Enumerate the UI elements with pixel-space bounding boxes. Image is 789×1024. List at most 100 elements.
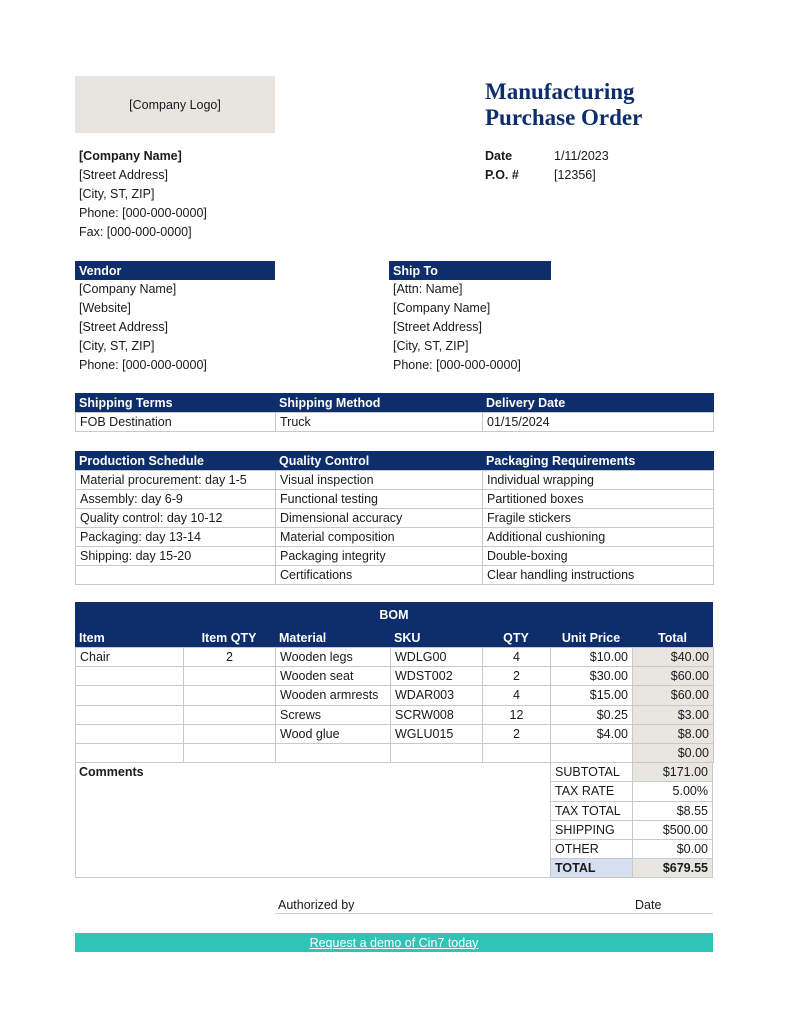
table-cell: Double-boxing [482, 546, 714, 566]
bom-cell [75, 723, 184, 744]
company-line: Phone: [000-000-0000] [79, 206, 207, 220]
total-label: SUBTOTAL [550, 762, 633, 783]
address-line: Phone: [000-000-0000] [393, 358, 521, 372]
bom-cell: $10.00 [550, 647, 633, 668]
bom-cell: $4.00 [550, 723, 633, 744]
bom-cell: WDLG00 [390, 647, 483, 668]
bom-cell: $30.00 [550, 666, 633, 687]
address-line: [Street Address] [79, 320, 168, 334]
address-line: [City, ST, ZIP] [79, 339, 155, 353]
bom-cell: 4 [482, 685, 551, 706]
bom-cell [75, 685, 184, 706]
table-cell: Assembly: day 6-9 [75, 489, 276, 509]
bom-header: Unit Price [550, 628, 632, 647]
table-cell: Visual inspection [275, 470, 483, 490]
total-label: OTHER [550, 839, 633, 860]
table-cell: FOB Destination [75, 412, 276, 432]
bom-cell [75, 743, 184, 764]
address-line: [Street Address] [393, 320, 482, 334]
comments-label: Comments [79, 765, 144, 780]
meta-value: 1/11/2023 [554, 149, 609, 163]
bom-cell: $8.00 [632, 723, 714, 744]
company-line: [Company Name] [79, 149, 182, 163]
company-line: Fax: [000-000-0000] [79, 225, 192, 239]
bom-cell: 12 [482, 704, 551, 725]
total-value: 5.00% [632, 781, 713, 802]
table-cell: Quality control: day 10-12 [75, 508, 276, 528]
table-cell: Truck [275, 412, 483, 432]
meta-label: P.O. # [485, 168, 519, 182]
bom-header: Total [632, 628, 713, 647]
table-cell: Packaging integrity [275, 546, 483, 566]
bom-cell: Wooden legs [275, 647, 391, 668]
section-heading: Vendor [75, 261, 275, 280]
address-line: [Attn: Name] [393, 282, 463, 296]
table-cell: Material procurement: day 1-5 [75, 470, 276, 490]
bom-cell: WGLU015 [390, 723, 483, 744]
table-cell: Clear handling instructions [482, 565, 714, 585]
bom-cell [75, 666, 184, 687]
bom-title: BOM [75, 602, 713, 628]
authorized-label: Authorized by [278, 898, 355, 912]
bom-cell: 2 [482, 666, 551, 687]
address-line: [Website] [79, 301, 131, 315]
address-line: Phone: [000-000-0000] [79, 358, 207, 372]
table-cell: Shipping: day 15-20 [75, 546, 276, 566]
table-header: Quality Control [275, 451, 483, 470]
company-line: [City, ST, ZIP] [79, 187, 155, 201]
bom-cell: WDST002 [390, 666, 483, 687]
bom-cell [183, 685, 276, 706]
table-cell: Functional testing [275, 489, 483, 509]
meta-value: [12356] [554, 168, 596, 182]
demo-link[interactable]: Request a demo of Cin7 today [309, 935, 479, 950]
document-title: Manufacturing Purchase Order [485, 79, 643, 130]
address-line: [City, ST, ZIP] [393, 339, 469, 353]
bom-cell [75, 704, 184, 725]
total-label: TAX RATE [550, 781, 633, 802]
total-label: SHIPPING [550, 819, 633, 840]
address-line: [Company Name] [79, 282, 177, 296]
total-value: $8.55 [632, 800, 713, 821]
table-cell: Partitioned boxes [482, 489, 714, 509]
bom-cell [183, 743, 276, 764]
bom-cell [275, 743, 391, 764]
table-header: Delivery Date [482, 393, 714, 412]
section-heading: Ship To [389, 261, 551, 280]
bom-cell [183, 704, 276, 725]
table-cell: Packaging: day 13-14 [75, 527, 276, 547]
meta-label: Date [485, 149, 513, 163]
table-cell: Additional cushioning [482, 527, 714, 547]
bom-cell: $3.00 [632, 704, 714, 725]
table-cell: 01/15/2024 [482, 412, 714, 432]
table-header: Shipping Terms [75, 393, 276, 412]
bom-cell: 2 [482, 723, 551, 744]
table-cell: Certifications [275, 565, 483, 585]
table-header: Packaging Requirements [482, 451, 714, 470]
bom-cell: Wood glue [275, 723, 391, 744]
bom-header: QTY [482, 628, 550, 647]
logo-placeholder: [Company Logo] [75, 76, 275, 133]
table-cell: Dimensional accuracy [275, 508, 483, 528]
bom-cell: $40.00 [632, 647, 714, 668]
bom-cell: Chair [75, 647, 184, 668]
bom-cell: $0.00 [632, 743, 714, 764]
bom-cell: Wooden armrests [275, 685, 391, 706]
table-cell: Individual wrapping [482, 470, 714, 490]
signature-line [275, 913, 713, 914]
bom-cell [390, 743, 483, 764]
table-header: Production Schedule [75, 451, 276, 470]
bom-cell: Screws [275, 704, 391, 725]
bom-cell [183, 723, 276, 744]
bom-header: Material [275, 628, 390, 647]
bom-cell [550, 743, 633, 764]
total-value: $0.00 [632, 839, 713, 860]
total-value: $500.00 [632, 819, 713, 840]
total-value: $679.55 [632, 858, 713, 879]
table-header: Shipping Method [275, 393, 483, 412]
bom-header: Item [75, 628, 183, 647]
table-cell: Material composition [275, 527, 483, 547]
company-line: [Street Address] [79, 168, 168, 182]
bom-cell [482, 743, 551, 764]
bom-cell: $15.00 [550, 685, 633, 706]
bom-header: Item QTY [183, 628, 275, 647]
